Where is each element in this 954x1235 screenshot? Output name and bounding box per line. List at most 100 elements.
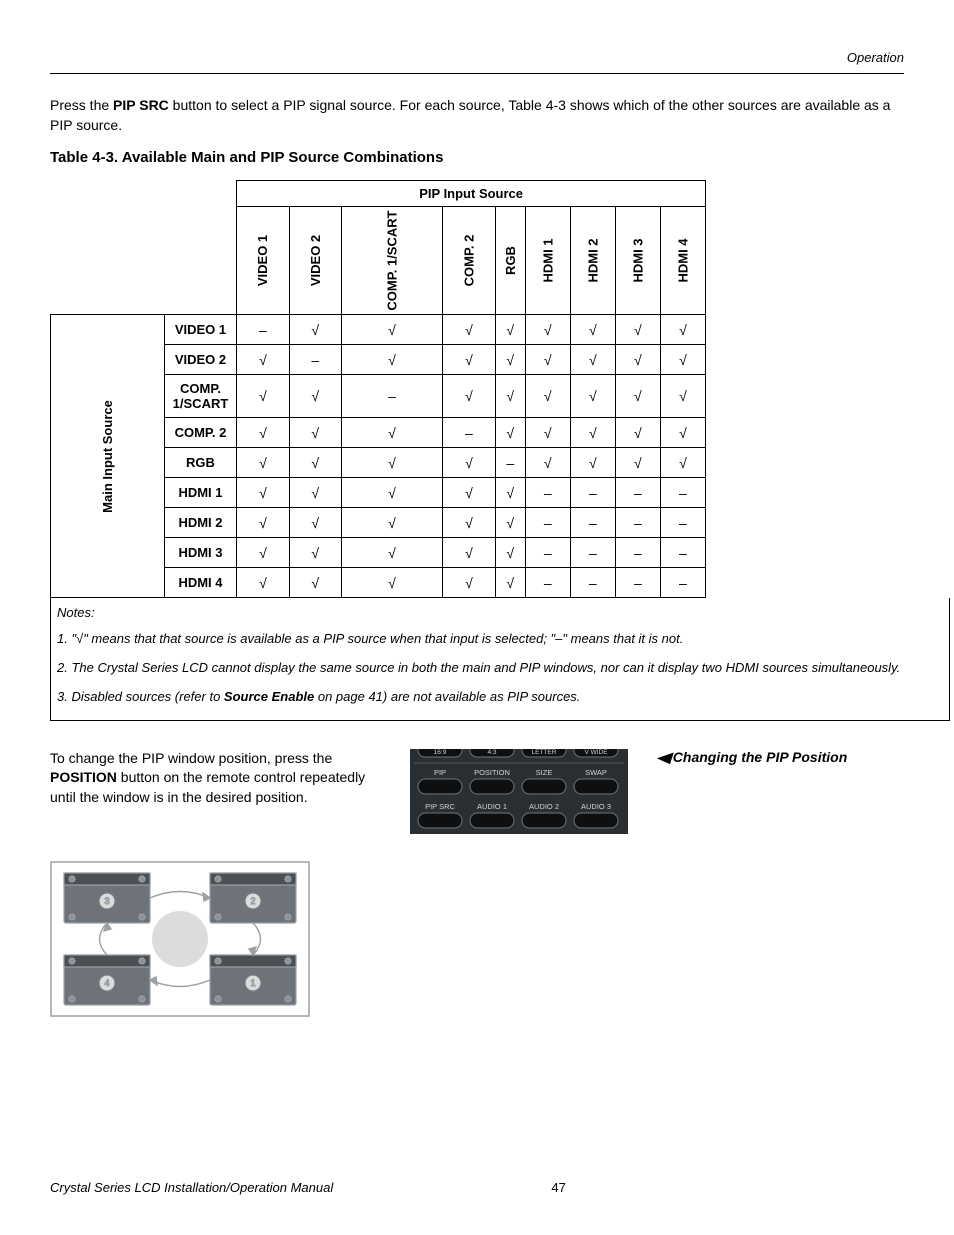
header-section-label: Operation xyxy=(50,50,904,65)
cell: √ xyxy=(341,508,442,538)
cell: – xyxy=(525,508,570,538)
cell: – xyxy=(570,538,615,568)
cell: √ xyxy=(660,448,705,478)
cell: √ xyxy=(570,315,615,345)
cell: √ xyxy=(289,448,341,478)
svg-text:POSITION: POSITION xyxy=(474,768,510,777)
svg-text:AUDIO 2: AUDIO 2 xyxy=(529,802,559,811)
row-comp2: COMP. 2 xyxy=(164,418,237,448)
table-corner-blank xyxy=(51,181,237,315)
cell: √ xyxy=(660,345,705,375)
svg-text:SWAP: SWAP xyxy=(585,768,607,777)
svg-text:V WIDE: V WIDE xyxy=(584,749,608,756)
intro-paragraph: Press the PIP SRC button to select a PIP… xyxy=(50,96,904,135)
cell: √ xyxy=(443,448,496,478)
cell: – xyxy=(570,508,615,538)
pip-input-source-header: PIP Input Source xyxy=(237,181,706,207)
cell: √ xyxy=(660,315,705,345)
cell: √ xyxy=(525,418,570,448)
cell: – xyxy=(341,375,442,418)
pip-source-table: PIP Input Source VIDEO 1 VIDEO 2 COMP. 1… xyxy=(50,180,706,598)
cell: – xyxy=(660,568,705,598)
cell: √ xyxy=(615,345,660,375)
cell: √ xyxy=(237,375,289,418)
cell: √ xyxy=(495,418,525,448)
row-hdmi4: HDMI 4 xyxy=(164,568,237,598)
cell: √ xyxy=(289,418,341,448)
cell: – xyxy=(289,345,341,375)
cell: – xyxy=(570,568,615,598)
cell: √ xyxy=(570,375,615,418)
cell: √ xyxy=(443,375,496,418)
remote-svg: 16:9 4:3 LETTER V WIDE PIP POSITION SIZE… xyxy=(410,749,628,834)
cell: √ xyxy=(289,508,341,538)
cell: √ xyxy=(525,315,570,345)
header-rule xyxy=(50,73,904,74)
cell: √ xyxy=(570,418,615,448)
col-hdmi4: HDMI 4 xyxy=(660,207,705,315)
cell: √ xyxy=(289,375,341,418)
row-hdmi2: HDMI 2 xyxy=(164,508,237,538)
svg-text:4: 4 xyxy=(104,978,109,988)
note-3: 3. Disabled sources (refer to Source Ena… xyxy=(57,683,943,712)
cell: √ xyxy=(341,345,442,375)
cell: √ xyxy=(237,568,289,598)
note-2: 2. The Crystal Series LCD cannot display… xyxy=(57,654,943,683)
cell: √ xyxy=(237,538,289,568)
cell: √ xyxy=(289,315,341,345)
cell: – xyxy=(495,448,525,478)
cell: √ xyxy=(289,478,341,508)
cell: √ xyxy=(495,508,525,538)
page-footer: Crystal Series LCD Installation/Operatio… xyxy=(50,1180,904,1195)
cell: – xyxy=(525,478,570,508)
svg-text:AUDIO 3: AUDIO 3 xyxy=(581,802,611,811)
cell: √ xyxy=(289,538,341,568)
col-hdmi2: HDMI 2 xyxy=(570,207,615,315)
table-notes: Notes: 1. "√" means that that source is … xyxy=(50,598,950,720)
cell: – xyxy=(237,315,289,345)
cell: √ xyxy=(615,315,660,345)
cell: – xyxy=(615,568,660,598)
cell: √ xyxy=(495,345,525,375)
cell: √ xyxy=(443,315,496,345)
cell: √ xyxy=(525,448,570,478)
cell: √ xyxy=(495,375,525,418)
cell: √ xyxy=(660,418,705,448)
col-comp1scart: COMP. 1/SCART xyxy=(341,207,442,315)
svg-text:PIP SRC: PIP SRC xyxy=(425,802,455,811)
cell: – xyxy=(570,478,615,508)
row-video1: VIDEO 1 xyxy=(164,315,237,345)
col-comp2: COMP. 2 xyxy=(443,207,496,315)
cell: – xyxy=(660,538,705,568)
cell: – xyxy=(615,508,660,538)
row-hdmi3: HDMI 3 xyxy=(164,538,237,568)
cell: √ xyxy=(615,448,660,478)
cell: √ xyxy=(237,508,289,538)
cell: – xyxy=(615,478,660,508)
svg-text:PIP: PIP xyxy=(434,768,446,777)
cell: √ xyxy=(525,375,570,418)
cell: √ xyxy=(443,345,496,375)
svg-text:LETTER: LETTER xyxy=(532,749,557,756)
svg-text:3: 3 xyxy=(104,896,109,906)
cell: √ xyxy=(525,345,570,375)
remote-illustration: 16:9 4:3 LETTER V WIDE PIP POSITION SIZE… xyxy=(410,749,628,839)
intro-post: button to select a PIP signal source. Fo… xyxy=(50,97,890,133)
svg-text:SIZE: SIZE xyxy=(536,768,553,777)
cell: – xyxy=(525,568,570,598)
cell: √ xyxy=(495,568,525,598)
col-video2: VIDEO 2 xyxy=(289,207,341,315)
cell: √ xyxy=(341,418,442,448)
intro-bold: PIP SRC xyxy=(113,97,169,113)
footer-page-number: 47 xyxy=(551,1180,565,1195)
cell: √ xyxy=(341,478,442,508)
left-arrow-icon: ◀ xyxy=(656,749,670,766)
cell: √ xyxy=(443,478,496,508)
cell: – xyxy=(443,418,496,448)
cell: – xyxy=(660,478,705,508)
note-1: 1. "√" means that that source is availab… xyxy=(57,625,943,654)
notes-heading: Notes: xyxy=(51,598,949,625)
row-rgb: RGB xyxy=(164,448,237,478)
col-rgb: RGB xyxy=(495,207,525,315)
cell: √ xyxy=(237,448,289,478)
